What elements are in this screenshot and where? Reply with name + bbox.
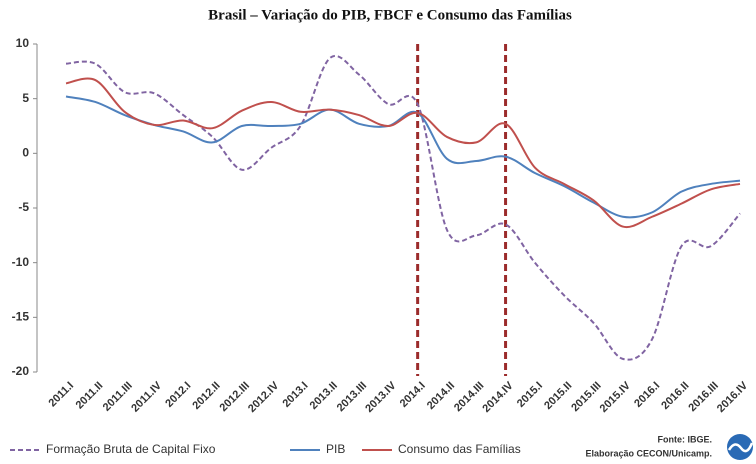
x-tick-label: 2012.I bbox=[163, 380, 193, 410]
source: Fonte: IBGE. bbox=[658, 434, 713, 444]
series-line bbox=[65, 95, 741, 219]
source: Elaboração CECON/Unicamp. bbox=[585, 448, 712, 458]
x-tick-label: 2016.III bbox=[686, 380, 720, 414]
x-tick-label: 2011.IV bbox=[129, 379, 164, 414]
y-tick-label: -10 bbox=[12, 255, 30, 269]
logo bbox=[727, 434, 754, 460]
y-tick-label: 5 bbox=[22, 91, 29, 105]
x-tick-label: 2013.I bbox=[280, 380, 310, 410]
x-tick-label: 2016.I bbox=[632, 380, 662, 410]
x-tick-label: 2016.IV bbox=[715, 379, 751, 415]
x-tick-label: 2012.III bbox=[218, 380, 252, 414]
x-tick-label: 2011.I bbox=[46, 380, 76, 410]
x-tick-label: 2013.III bbox=[335, 380, 369, 414]
x-tick-label: 2013.IV bbox=[363, 379, 399, 415]
y-tick-label: 0 bbox=[22, 146, 29, 160]
x-tick-label: 2014.IV bbox=[480, 379, 516, 415]
y-tick-label: 10 bbox=[16, 36, 30, 50]
y-tick-label: -5 bbox=[18, 200, 29, 214]
x-tick-label: 2011.III bbox=[101, 380, 135, 414]
legend-label: PIB bbox=[326, 442, 345, 456]
series-line bbox=[65, 77, 741, 229]
legend-label: Consumo das Famílias bbox=[398, 442, 521, 456]
series-line bbox=[65, 55, 741, 361]
x-tick-label: 2015.IV bbox=[598, 379, 634, 415]
x-tick-label: 2014.III bbox=[452, 380, 486, 414]
y-tick-label: -15 bbox=[12, 310, 30, 324]
x-tick-label: 2012.IV bbox=[246, 379, 282, 415]
legend-label: Formação Bruta de Capital Fixo bbox=[46, 442, 216, 456]
x-tick-label: 2011.II bbox=[74, 380, 106, 412]
x-tick-label: 2015.III bbox=[569, 380, 603, 414]
y-tick-label: -20 bbox=[12, 364, 30, 378]
chart-title: Brasil – Variação do PIB, FBCF e Consumo… bbox=[208, 7, 572, 23]
x-tick-label: 2014.I bbox=[398, 380, 428, 410]
x-tick-label: 2015.I bbox=[515, 380, 545, 410]
